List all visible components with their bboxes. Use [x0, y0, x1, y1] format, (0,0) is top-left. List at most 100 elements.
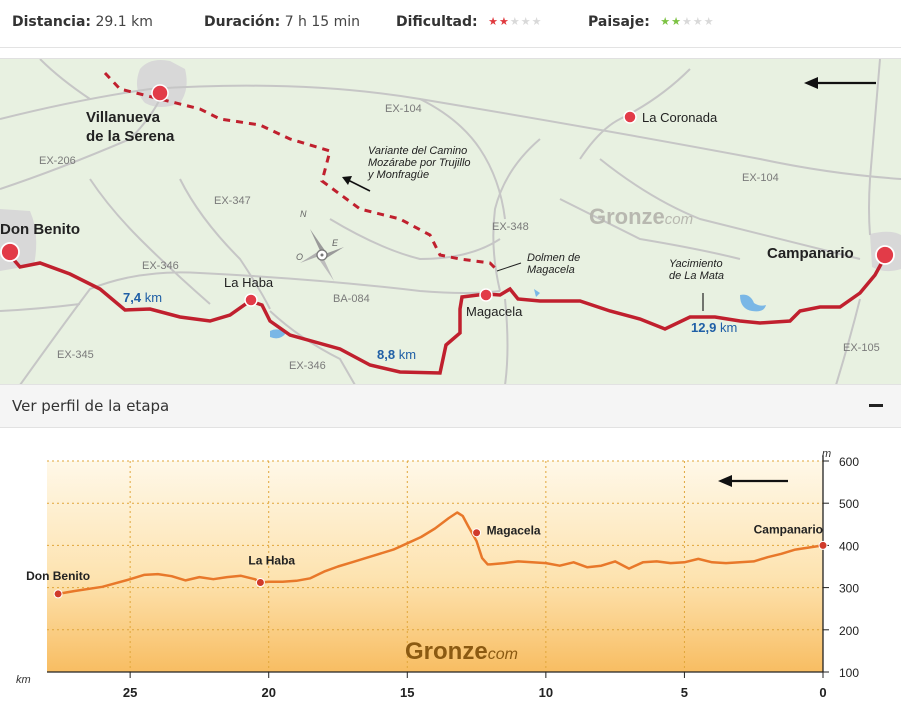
landscape-stat: Paisaje: ★★★★★	[588, 14, 715, 30]
road-ex348: EX-348	[492, 221, 529, 233]
variant-note-2: Mozárabe por Trujillo	[368, 157, 471, 169]
profile-title: Ver perfil de la etapa	[12, 397, 170, 415]
direction-arrow-icon	[804, 77, 876, 89]
y-tick-label: 400	[839, 539, 859, 553]
main-route	[6, 251, 888, 375]
stats-bar: Distancia: 29.1 km Duración: 7 h 15 min …	[0, 0, 901, 48]
collapse-icon[interactable]	[869, 404, 883, 407]
x-tick-label: 10	[539, 685, 553, 700]
star-empty-icon: ★	[509, 15, 521, 28]
map-watermark: Gronzecom	[589, 204, 693, 229]
star-empty-icon: ★	[692, 15, 704, 28]
difficulty-rating: ★★★★★	[488, 15, 542, 28]
road-ex345: EX-345	[57, 349, 94, 361]
waypoint-label: Magacela	[487, 524, 541, 538]
road-ex104-a: EX-104	[385, 103, 422, 115]
waypoint-label: La Haba	[248, 554, 295, 568]
road-ex346-a: EX-346	[142, 260, 179, 272]
waypoints: Don Benito La Haba Magacela Campanario	[26, 522, 828, 599]
road-ex347: EX-347	[214, 195, 251, 207]
roads	[0, 59, 901, 384]
map-canvas: N O E Villanueva de la Serena Don Benito…	[0, 59, 901, 384]
y-axis-unit: m	[822, 448, 831, 460]
plot-background	[47, 461, 823, 672]
waypoint-label: Campanario	[754, 522, 823, 536]
y-tick-label: 100	[839, 666, 859, 680]
dolmen-note-1: Dolmen de	[527, 252, 580, 264]
waypoint-marker	[255, 578, 265, 588]
x-tick-label: 0	[819, 685, 826, 700]
road-ba084: BA-084	[333, 293, 370, 305]
variant-note-1: Variante del Camino	[368, 145, 467, 157]
y-tick-label: 300	[839, 582, 859, 596]
elevation-chart: 100 200 300 400 500 600 25 20 15 10 5 0 Don Benito L…	[16, 448, 859, 700]
x-tick-label: 25	[123, 685, 137, 700]
landscape-label: Paisaje:	[588, 14, 650, 30]
waypoint-marker	[818, 540, 828, 550]
road-ex104-b: EX-104	[742, 172, 779, 184]
don-benito-area	[0, 209, 37, 271]
segment-distance-3: 12,9 km	[691, 320, 737, 335]
marker-don-benito	[0, 242, 20, 262]
elevation-line	[57, 511, 824, 596]
y-tick-label: 500	[839, 497, 859, 511]
label-villanueva-2: de la Serena	[86, 128, 175, 145]
star-filled-icon: ★	[498, 15, 510, 28]
duration-stat: Duración: 7 h 15 min	[204, 14, 360, 30]
marker-campanario	[875, 245, 895, 265]
star-empty-icon: ★	[682, 15, 693, 28]
difficulty-label: Dificultad:	[396, 14, 478, 30]
distance-value: 29.1 km	[95, 14, 153, 30]
landscape-rating: ★★★★★	[660, 15, 714, 28]
difficulty-stat: Dificultad: ★★★★★	[396, 14, 542, 30]
y-tick-label: 600	[839, 455, 859, 469]
marker-villanueva	[151, 84, 169, 102]
compass-n: N	[300, 209, 307, 219]
marker-magacela	[479, 288, 493, 302]
x-tick-label: 15	[400, 685, 414, 700]
profile-direction-arrow-icon	[718, 475, 788, 487]
waypoint-marker	[53, 589, 63, 599]
yacimiento-note-2: de La Mata	[669, 270, 724, 282]
x-tick-label: 20	[261, 685, 275, 700]
label-la-haba: La Haba	[224, 275, 274, 290]
label-don-benito: Don Benito	[0, 221, 80, 238]
marker-la-coronada	[623, 110, 637, 124]
label-la-coronada: La Coronada	[642, 110, 718, 125]
x-axis-unit: km	[16, 674, 31, 686]
duration-value: 7 h 15 min	[284, 14, 361, 30]
route-map[interactable]: N O E Villanueva de la Serena Don Benito…	[0, 58, 901, 384]
label-villanueva-1: Villanueva	[86, 109, 161, 126]
profile-toggle[interactable]: Ver perfil de la etapa	[0, 384, 901, 428]
segment-distance-2: 8,8 km	[377, 347, 416, 362]
star-empty-icon: ★	[703, 15, 715, 28]
dolmen-note-2: Magacela	[527, 264, 575, 276]
road-ex346-b: EX-346	[289, 360, 326, 372]
distance-label: Distancia:	[12, 14, 92, 30]
yacimiento-note-1: Yacimiento	[669, 258, 723, 270]
variant-route	[103, 71, 500, 273]
profile-watermark: Gronzecom	[405, 638, 518, 665]
waypoint-marker	[472, 528, 482, 538]
label-campanario: Campanario	[767, 245, 854, 262]
distance-stat: Distancia: 29.1 km	[12, 14, 153, 30]
y-tick-label: 200	[839, 624, 859, 638]
star-filled-icon: ★	[488, 15, 499, 28]
road-ex206: EX-206	[39, 155, 76, 167]
elevation-profile: 100 200 300 400 500 600 25 20 15 10 5 0 Don Benito L…	[0, 428, 901, 721]
duration-label: Duración:	[204, 14, 281, 30]
waypoint-label: Don Benito	[26, 569, 90, 583]
x-tick-label: 5	[681, 685, 688, 700]
area-layer	[57, 511, 824, 596]
segment-distance-1: 7,4 km	[123, 290, 162, 305]
star-empty-icon: ★	[520, 15, 532, 28]
axes: 100 200 300 400 500 600 25 20 15 10 5 0	[47, 455, 859, 700]
star-empty-icon: ★	[531, 15, 543, 28]
town-markers	[0, 84, 895, 307]
compass-icon: N O E	[296, 209, 344, 281]
star-filled-icon: ★	[660, 15, 672, 28]
label-magacela: Magacela	[466, 304, 523, 319]
road-ex105: EX-105	[843, 342, 880, 354]
variant-note-3: y Monfragüe	[367, 169, 429, 181]
compass-e: E	[332, 238, 339, 248]
